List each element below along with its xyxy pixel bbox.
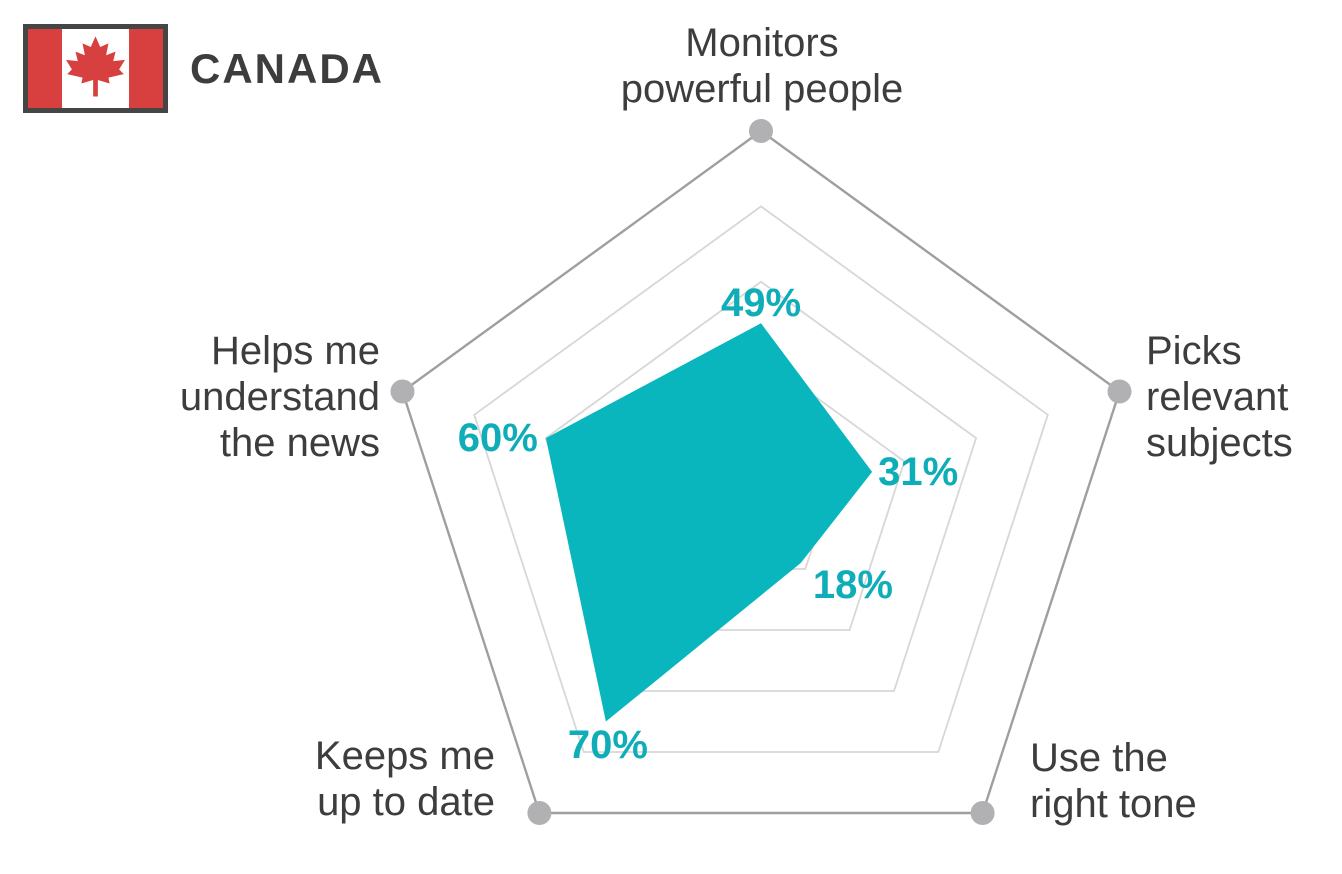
value-label-0: 49% xyxy=(720,281,802,326)
vertex-dot-4 xyxy=(390,379,415,404)
page-title: CANADA xyxy=(190,44,384,92)
flag-left-bar xyxy=(28,29,62,108)
vertex-dot-2 xyxy=(970,801,995,825)
value-label-1: 31% xyxy=(878,449,959,494)
header: CANADA xyxy=(23,24,384,113)
value-label-4: 60% xyxy=(457,416,538,461)
vertex-dot-3 xyxy=(527,801,552,825)
axis-label-use-the-right-tone: Use the right tone xyxy=(1030,736,1197,826)
axis-label-keeps-me-up-to-date: Keeps me up to date xyxy=(314,734,495,824)
axis-label-monitors-powerful-people: Monitors powerful people xyxy=(620,21,904,111)
maple-leaf-icon xyxy=(66,36,125,97)
grid-ring-60 xyxy=(544,280,978,692)
canada-flag-icon xyxy=(23,24,168,113)
radar-outer-ring xyxy=(401,129,1121,815)
grid-ring-80 xyxy=(473,205,1049,753)
axis-label-helps-me-understand-the-news: Helps me understand the news xyxy=(179,329,380,465)
flag-right-bar xyxy=(129,29,163,108)
value-label-2: 18% xyxy=(812,562,893,607)
vertex-dot-0 xyxy=(749,119,773,143)
vertex-dots xyxy=(390,119,1132,825)
value-label-3: 70% xyxy=(567,723,648,768)
axis-label-picks-relevant-subjects: Picks relevant subjects xyxy=(1146,329,1293,465)
vertex-dot-1 xyxy=(1107,379,1132,404)
radar-data-polygon xyxy=(545,323,873,722)
